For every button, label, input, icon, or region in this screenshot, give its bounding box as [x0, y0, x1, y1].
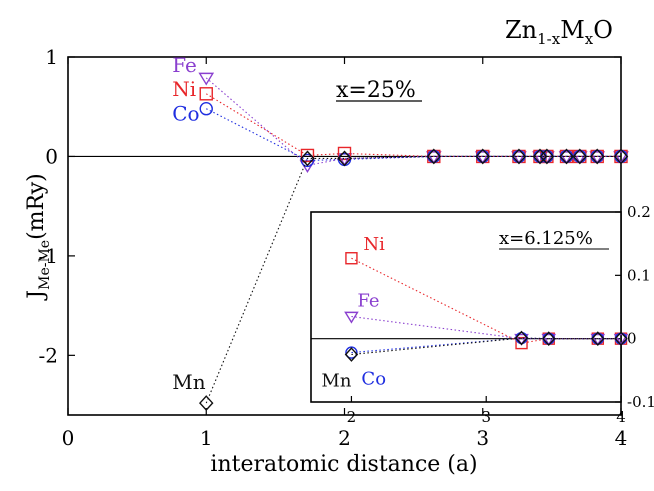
- data-point-ni: [337, 146, 352, 161]
- data-point-fe: [511, 151, 527, 165]
- series-label-fe: Fe: [172, 53, 197, 77]
- data-point-fe: [589, 151, 606, 165]
- x-tick-label: 4: [615, 426, 628, 450]
- data-point-mn: [572, 148, 588, 165]
- series-label-mn: Mn: [172, 370, 205, 394]
- main-annotation: x=25%: [336, 78, 416, 103]
- data-point-mn: [475, 148, 490, 165]
- data-point-fe: [541, 333, 557, 346]
- data-point-co: [300, 153, 315, 168]
- series-line-co: [205, 108, 621, 161]
- x-tick-label: 4: [616, 408, 626, 426]
- series-label-co: Co: [172, 102, 199, 126]
- data-point-mn: [539, 148, 555, 165]
- chart-title: Zn1-xMxO: [505, 16, 613, 48]
- y-tick-label: 0: [45, 144, 58, 168]
- y-tick-label: -2: [39, 343, 58, 367]
- data-point-fe: [539, 151, 555, 165]
- data-point-mn: [337, 150, 352, 167]
- data-point-mn: [511, 148, 527, 165]
- y-tick-label: 0.1: [627, 266, 651, 284]
- data-point-ni: [199, 87, 213, 101]
- series-label-ni: Ni: [172, 77, 196, 101]
- data-point-mn: [199, 395, 214, 412]
- main-ticks: 0 1 2 3 4 -2 -1 0 1: [39, 45, 628, 450]
- data-point-mn: [300, 150, 315, 167]
- x-axis-label: interatomic distance (a): [210, 452, 477, 477]
- data-point-fe: [425, 151, 442, 165]
- data-point-co: [345, 346, 358, 359]
- data-point-fe: [613, 151, 629, 165]
- data-point-mn: [614, 331, 628, 347]
- data-point-mn: [542, 331, 556, 347]
- inset-series: [344, 252, 629, 362]
- data-point-mn: [589, 148, 605, 165]
- y-tick-label: -1: [39, 244, 58, 268]
- data-point-mn: [591, 331, 605, 347]
- data-point-fe: [514, 333, 529, 346]
- data-point-fe: [344, 311, 359, 324]
- data-point-fe: [613, 333, 629, 346]
- x-tick-label: 3: [476, 426, 489, 450]
- series-mn: [344, 330, 628, 362]
- data-point-ni: [515, 336, 528, 350]
- data-point-fe: [558, 151, 575, 165]
- series-line-mn: [205, 155, 621, 404]
- data-point-mn: [426, 148, 442, 165]
- data-point-mn: [514, 330, 529, 346]
- data-point-mn: [559, 148, 574, 165]
- x-tick-label: 2: [347, 408, 357, 426]
- data-point-ni: [300, 148, 315, 163]
- y-axis-label: JMe-Me(mRy): [24, 173, 53, 300]
- series-label-ni: Ni: [363, 234, 385, 255]
- data-point-fe: [474, 151, 491, 165]
- series-label-fe: Fe: [357, 291, 379, 312]
- y-tick-label: 1: [45, 45, 58, 69]
- inset-frame: [310, 211, 622, 403]
- series-fe: [344, 311, 629, 346]
- data-point-mn: [344, 347, 359, 362]
- x-tick-label: 3: [481, 408, 491, 426]
- series-mn: [199, 148, 629, 412]
- data-point-fe: [590, 333, 606, 346]
- x-tick-label: 1: [200, 426, 213, 450]
- main-series: [198, 72, 629, 412]
- series-line-ni: [205, 93, 621, 157]
- data-point-mn: [613, 148, 629, 165]
- y-tick-label: 0.2: [627, 203, 651, 221]
- series-label-mn: Mn: [321, 371, 351, 392]
- series-label-co: Co: [361, 369, 386, 390]
- x-tick-label: 2: [338, 426, 351, 450]
- inset-ticks: 2 3 4-0.1 0 0.1 0.2: [347, 203, 654, 426]
- data-point-fe: [198, 72, 215, 86]
- data-point-fe: [571, 151, 588, 165]
- y-tick-label: -0.1: [627, 393, 654, 411]
- inset-series-labels: Ni Fe Co Mn: [321, 234, 386, 391]
- y-tick-label: 0: [627, 330, 637, 348]
- data-point-ni: [345, 252, 358, 265]
- data-point-co: [199, 102, 213, 116]
- data-point-mn: [532, 148, 548, 165]
- inset-annotation: x=6.125%: [499, 228, 593, 249]
- x-tick-label: 0: [62, 426, 75, 450]
